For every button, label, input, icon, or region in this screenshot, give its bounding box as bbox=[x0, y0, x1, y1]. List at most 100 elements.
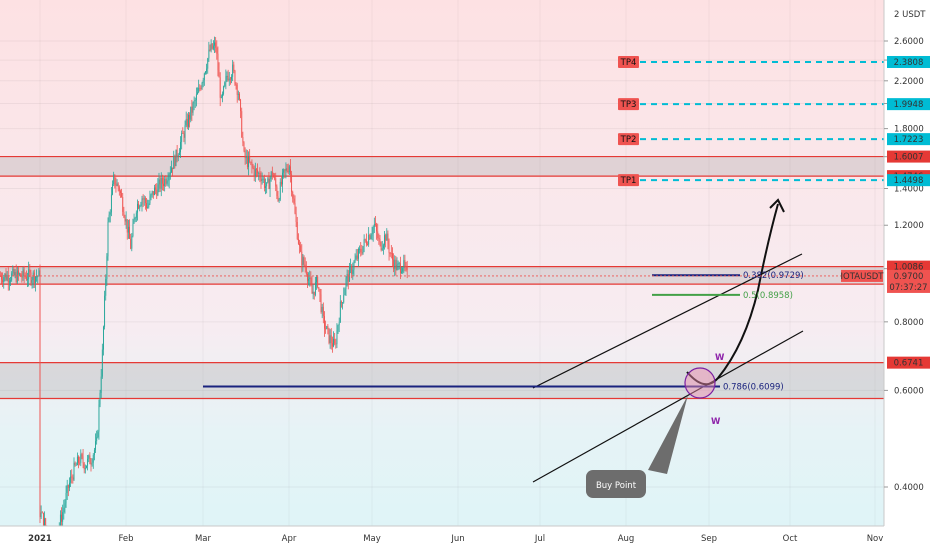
annotations: W W Buy Point bbox=[586, 353, 725, 498]
x-tick-label: Apr bbox=[282, 534, 297, 544]
candle-body bbox=[37, 276, 39, 278]
target-badge bbox=[618, 133, 639, 146]
candle-body bbox=[103, 326, 104, 350]
candle-body bbox=[101, 349, 103, 377]
candle-body bbox=[175, 149, 177, 167]
candle-body bbox=[168, 174, 170, 181]
candle-body bbox=[283, 169, 285, 173]
candle-body bbox=[132, 223, 134, 237]
candle-body bbox=[183, 133, 185, 138]
candle-body bbox=[180, 141, 181, 153]
candle-body bbox=[150, 194, 152, 197]
candle-body bbox=[394, 259, 396, 269]
time-axis[interactable] bbox=[0, 526, 932, 550]
buy-point-callout bbox=[586, 470, 646, 498]
candle-body bbox=[317, 276, 319, 288]
candle-body bbox=[87, 458, 89, 466]
projected-path bbox=[686, 203, 779, 386]
candle-body bbox=[327, 326, 329, 328]
candle-body bbox=[275, 178, 277, 187]
y-tick-label: 1.2000 bbox=[894, 221, 924, 231]
candle-body bbox=[157, 184, 159, 196]
candle-body bbox=[112, 184, 113, 195]
candle-body bbox=[243, 142, 245, 151]
candle-body bbox=[328, 327, 330, 343]
candle-body bbox=[382, 245, 384, 249]
candle-body bbox=[115, 185, 117, 187]
candle-body bbox=[248, 156, 249, 168]
candle-body bbox=[377, 231, 379, 239]
buy-zone-circle bbox=[684, 367, 716, 399]
zone bbox=[0, 362, 884, 399]
candle-body bbox=[241, 111, 243, 138]
candle-body bbox=[186, 118, 188, 127]
candle-body bbox=[236, 84, 238, 95]
symbol-tag: IOTAUSDT bbox=[841, 272, 885, 282]
x-tick-label: Jun bbox=[450, 534, 464, 544]
candle-body bbox=[178, 152, 180, 156]
candle-body bbox=[312, 291, 314, 294]
fib-level-label: 0.786(0.6099) bbox=[723, 382, 784, 392]
candle-body bbox=[212, 45, 214, 49]
candle-body bbox=[155, 187, 157, 190]
channel-upper-line bbox=[532, 253, 803, 389]
candle-body bbox=[20, 273, 22, 277]
candle-body bbox=[114, 174, 116, 186]
candle-body bbox=[286, 168, 288, 171]
candle-body bbox=[351, 266, 353, 274]
candle-body bbox=[2, 279, 4, 283]
candle-body bbox=[118, 187, 120, 192]
candle-body bbox=[121, 192, 123, 198]
candle-body bbox=[209, 49, 211, 51]
candle-body bbox=[376, 224, 378, 232]
x-tick-label: Sep bbox=[701, 534, 717, 544]
candle-body bbox=[356, 255, 358, 259]
candle-body bbox=[23, 269, 25, 276]
candle-body bbox=[110, 194, 112, 213]
candle-body bbox=[367, 244, 368, 246]
candle-body bbox=[250, 161, 252, 163]
candle-body bbox=[393, 259, 395, 269]
candle-body bbox=[365, 240, 367, 245]
candle-body bbox=[354, 259, 356, 263]
candle-body bbox=[164, 178, 166, 187]
candle-body bbox=[184, 125, 186, 138]
candle-body bbox=[322, 306, 324, 317]
target-badge bbox=[618, 98, 639, 111]
candle-body bbox=[379, 238, 381, 243]
candle-body bbox=[66, 485, 68, 493]
candle-body bbox=[375, 223, 376, 225]
candle-body bbox=[267, 178, 269, 183]
candle-body bbox=[368, 235, 370, 245]
candle-body bbox=[144, 198, 146, 204]
price-tag-label: 1.4498 bbox=[894, 176, 924, 186]
candle-body bbox=[294, 203, 296, 214]
zone bbox=[0, 156, 884, 177]
candle-body bbox=[398, 263, 400, 265]
candle-body bbox=[242, 137, 244, 143]
candle-body bbox=[330, 335, 332, 344]
candle-body bbox=[99, 392, 101, 405]
candle-body bbox=[287, 170, 289, 173]
candle-body bbox=[265, 186, 266, 188]
candle-body bbox=[261, 179, 263, 182]
candle-body bbox=[199, 87, 201, 89]
candle-body bbox=[220, 96, 222, 98]
target-label: TP3 bbox=[620, 100, 637, 110]
candle-body bbox=[158, 179, 160, 185]
candle-body bbox=[152, 191, 154, 196]
candle-body bbox=[202, 80, 204, 84]
candle-body bbox=[188, 114, 189, 127]
candle-body bbox=[364, 239, 366, 241]
price-tag-bg bbox=[887, 174, 930, 187]
candle-body bbox=[131, 236, 133, 249]
countdown-label: 07:37:27 bbox=[889, 283, 927, 293]
candle-body bbox=[363, 239, 365, 247]
candle-body bbox=[288, 166, 290, 173]
candle-body bbox=[329, 335, 331, 343]
candle-body bbox=[108, 214, 110, 222]
candle-body bbox=[92, 455, 94, 463]
candle-body bbox=[44, 518, 45, 527]
candle-body bbox=[33, 272, 35, 284]
